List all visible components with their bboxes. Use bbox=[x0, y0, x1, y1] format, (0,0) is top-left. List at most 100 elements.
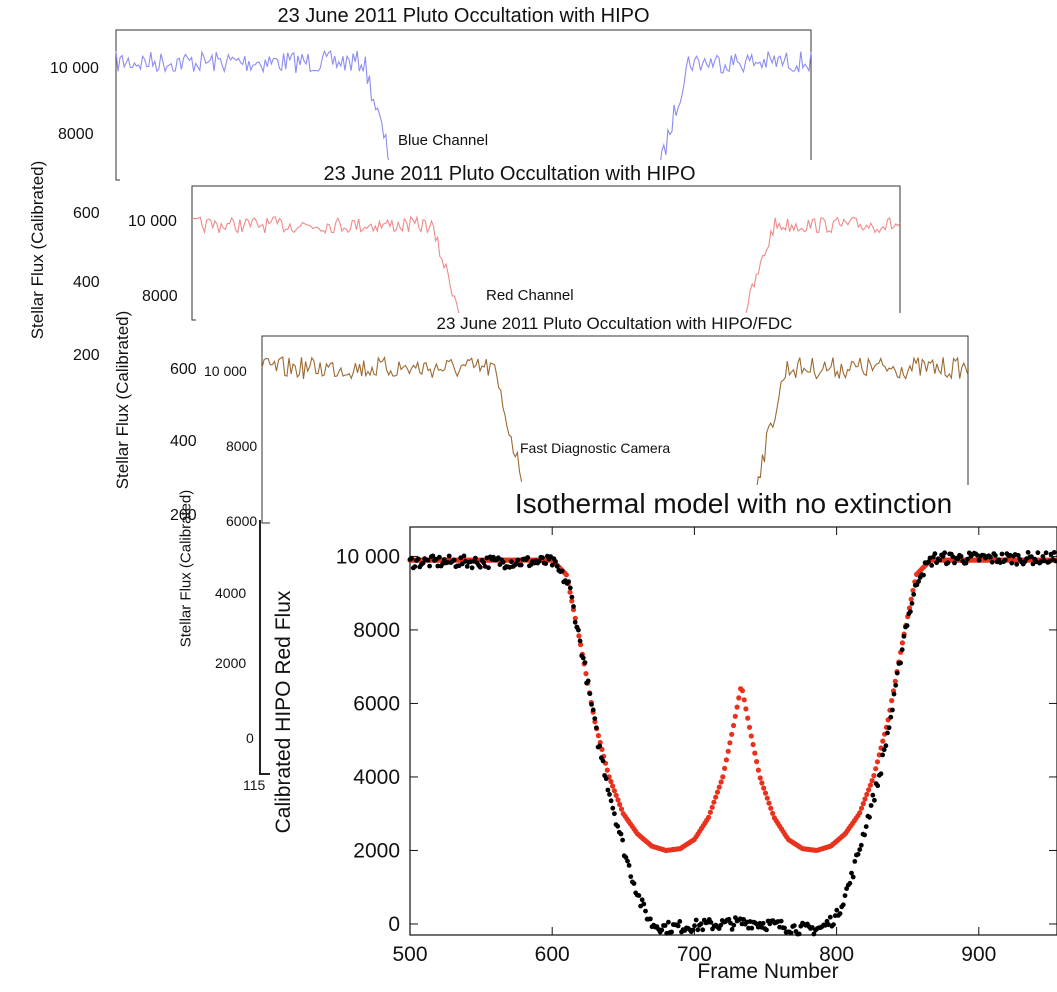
data-point bbox=[669, 929, 674, 935]
data-point bbox=[554, 563, 560, 569]
isothermal-plot: 500 600 700 800 900 0 2000 4000 6000 8000 10 000 bbox=[336, 526, 1057, 966]
data-point bbox=[1029, 554, 1034, 560]
data-point bbox=[585, 678, 591, 684]
y-tick-label: 6000 bbox=[226, 513, 258, 529]
data-point bbox=[608, 798, 614, 804]
model-point bbox=[770, 810, 776, 816]
data-point bbox=[540, 555, 545, 560]
y-tick-label: 8000 bbox=[58, 126, 94, 143]
data-point bbox=[976, 557, 982, 563]
data-point bbox=[425, 557, 431, 563]
data-point bbox=[741, 917, 746, 922]
isothermal-model-panel: Isothermal model with no extinction 500 6… bbox=[270, 485, 1057, 992]
data-point bbox=[430, 553, 436, 559]
chart-title: 23 June 2011 Pluto Occultation with HIPO… bbox=[436, 314, 793, 333]
data-point bbox=[862, 832, 867, 838]
data-point bbox=[909, 601, 915, 606]
data-point bbox=[963, 560, 969, 566]
data-point bbox=[788, 930, 794, 936]
data-point bbox=[610, 805, 616, 811]
data-point bbox=[618, 831, 624, 837]
model-point bbox=[741, 697, 747, 703]
data-point bbox=[576, 627, 581, 633]
data-point bbox=[989, 559, 995, 565]
data-point bbox=[837, 911, 843, 916]
data-point bbox=[881, 747, 887, 753]
model-point bbox=[732, 713, 738, 719]
data-point bbox=[893, 682, 899, 688]
model-point bbox=[750, 741, 756, 748]
data-point bbox=[412, 564, 418, 569]
data-point bbox=[582, 660, 588, 665]
y-tick-label: 8000 bbox=[142, 288, 178, 305]
y-tick-label: 10 000 bbox=[336, 545, 400, 568]
data-point bbox=[567, 585, 573, 591]
model-point bbox=[762, 790, 769, 796]
y-tick-label: 400 bbox=[170, 433, 197, 450]
data-point bbox=[831, 922, 836, 927]
data-point bbox=[782, 925, 787, 931]
y-tick-label: 0 bbox=[246, 730, 254, 746]
y-tick-label: 400 bbox=[73, 274, 100, 291]
model-point bbox=[713, 794, 719, 800]
data-point bbox=[916, 579, 921, 584]
model-point bbox=[869, 778, 875, 784]
data-point bbox=[666, 919, 671, 925]
plot-frame bbox=[115, 29, 812, 181]
y-tick-label: 10 000 bbox=[50, 60, 99, 77]
x-tick-label: 600 bbox=[535, 943, 570, 966]
blue-channel-panel: 23 June 2011 Pluto Occultation with HIPO… bbox=[0, 0, 820, 181]
data-point bbox=[594, 725, 599, 731]
data-point bbox=[872, 797, 877, 803]
y-axis-label: Stellar Flux (Calibrated) bbox=[177, 489, 195, 648]
model-point bbox=[746, 724, 753, 730]
model-point bbox=[866, 787, 872, 793]
data-point bbox=[525, 555, 531, 560]
data-point bbox=[999, 551, 1005, 557]
y-tick-label: 8000 bbox=[226, 438, 258, 454]
red-channel-panel: 23 June 2011 Pluto Occultation with HIPO… bbox=[120, 160, 910, 321]
model-point bbox=[860, 801, 866, 807]
y-tick-label: 600 bbox=[170, 361, 197, 378]
data-point bbox=[811, 931, 817, 937]
data-point bbox=[890, 707, 895, 713]
model-point bbox=[889, 698, 895, 704]
y-tick-label: 6000 bbox=[353, 692, 400, 715]
data-point bbox=[659, 927, 665, 933]
data-point bbox=[1043, 550, 1049, 556]
data-point bbox=[749, 925, 755, 931]
data-point bbox=[898, 660, 903, 666]
data-point bbox=[885, 730, 890, 736]
model-point bbox=[871, 773, 877, 779]
model-point bbox=[759, 780, 765, 786]
data-point bbox=[926, 559, 931, 565]
data-point bbox=[461, 553, 467, 559]
data-point bbox=[518, 562, 524, 568]
data-point bbox=[415, 556, 421, 562]
data-point bbox=[536, 558, 542, 564]
model-point bbox=[617, 801, 623, 808]
model-point bbox=[706, 814, 712, 820]
model-point bbox=[567, 589, 573, 595]
data-point bbox=[580, 655, 586, 661]
chart-title: 23 June 2011 Pluto Occultation with HIPO bbox=[277, 5, 650, 27]
model-point bbox=[722, 765, 728, 771]
data-point bbox=[559, 568, 565, 574]
data-point bbox=[435, 563, 441, 569]
data-point bbox=[600, 758, 606, 764]
model-point bbox=[716, 784, 722, 790]
data-point bbox=[718, 922, 724, 928]
data-point bbox=[863, 824, 869, 829]
data-point bbox=[477, 564, 483, 570]
data-point bbox=[623, 855, 629, 860]
data-point bbox=[420, 560, 426, 566]
model-point bbox=[899, 640, 906, 646]
channel-label: Red Channel bbox=[486, 287, 574, 304]
data-point bbox=[858, 842, 864, 848]
data-point bbox=[1015, 553, 1021, 558]
data-point bbox=[731, 922, 737, 928]
data-point bbox=[891, 691, 897, 697]
data-point bbox=[955, 556, 961, 562]
model-point bbox=[578, 642, 584, 648]
model-point bbox=[572, 615, 578, 621]
